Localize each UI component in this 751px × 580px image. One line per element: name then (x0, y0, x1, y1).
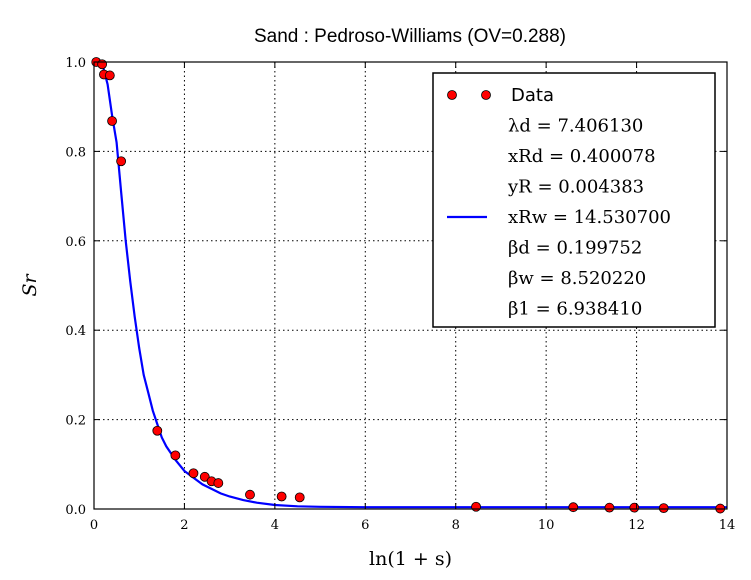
data-point (276, 491, 287, 502)
data-point (294, 492, 305, 503)
data-point (107, 116, 117, 126)
legend-box (432, 72, 716, 328)
y-tick-label: 0.0 (65, 503, 86, 518)
data-point (104, 70, 115, 81)
x-tick-label: 8 (452, 518, 460, 533)
y-tick-label: 0.4 (65, 324, 86, 339)
legend: Data λd = 7.406130 xRd = 0.400078 yR = 0.00… (432, 72, 716, 328)
plot-area: 0 2 4 6 8 10 12 14 0.0 0.2 0.4 0.6 0.8 1.0 ln(1 + s) Sr (19, 56, 735, 570)
x-tick-label: 6 (361, 518, 369, 533)
x-tick-label: 2 (180, 518, 188, 533)
data-point (116, 156, 127, 167)
y-tick-label: 0.2 (65, 414, 86, 429)
legend-entry: βw = 8.520220 (508, 268, 646, 289)
data-point (152, 425, 163, 436)
data-point (188, 468, 199, 479)
x-tick-label: 4 (271, 518, 279, 533)
legend-entry: xRd = 0.400078 (508, 146, 656, 167)
y-tick-label: 1.0 (65, 56, 86, 71)
data-point (604, 502, 615, 513)
legend-entry: Data (511, 85, 554, 106)
y-tick-label: 0.6 (65, 235, 86, 250)
x-tick-label: 10 (538, 518, 555, 533)
data-point (97, 59, 108, 70)
x-tick-label: 14 (719, 518, 736, 533)
legend-marker (447, 90, 457, 100)
plot-frame (93, 61, 728, 510)
chart-title: Sand : Pedroso-Williams (OV=0.288) (254, 26, 566, 47)
legend-entry: xRw = 14.530700 (508, 207, 671, 228)
data-point (170, 450, 181, 461)
data-point (629, 502, 640, 513)
data-point (213, 478, 224, 488)
y-axis-label: Sr (19, 273, 41, 297)
legend-entry: βd = 0.199752 (508, 238, 642, 259)
data-point (658, 503, 669, 514)
legend-entry: yR = 0.004383 (507, 177, 644, 198)
legend-marker (481, 90, 491, 100)
x-tick-label: 12 (628, 518, 645, 533)
legend-entry: λd = 7.406130 (508, 116, 643, 137)
y-tick-label: 0.8 (65, 145, 86, 160)
x-axis-label: ln(1 + s) (369, 548, 452, 570)
legend-entry: β1 = 6.938410 (508, 299, 642, 320)
data-point (471, 501, 481, 512)
data-point (199, 471, 210, 482)
x-tick-label: 0 (90, 518, 98, 533)
data-point (245, 489, 255, 500)
data-point (568, 502, 579, 513)
